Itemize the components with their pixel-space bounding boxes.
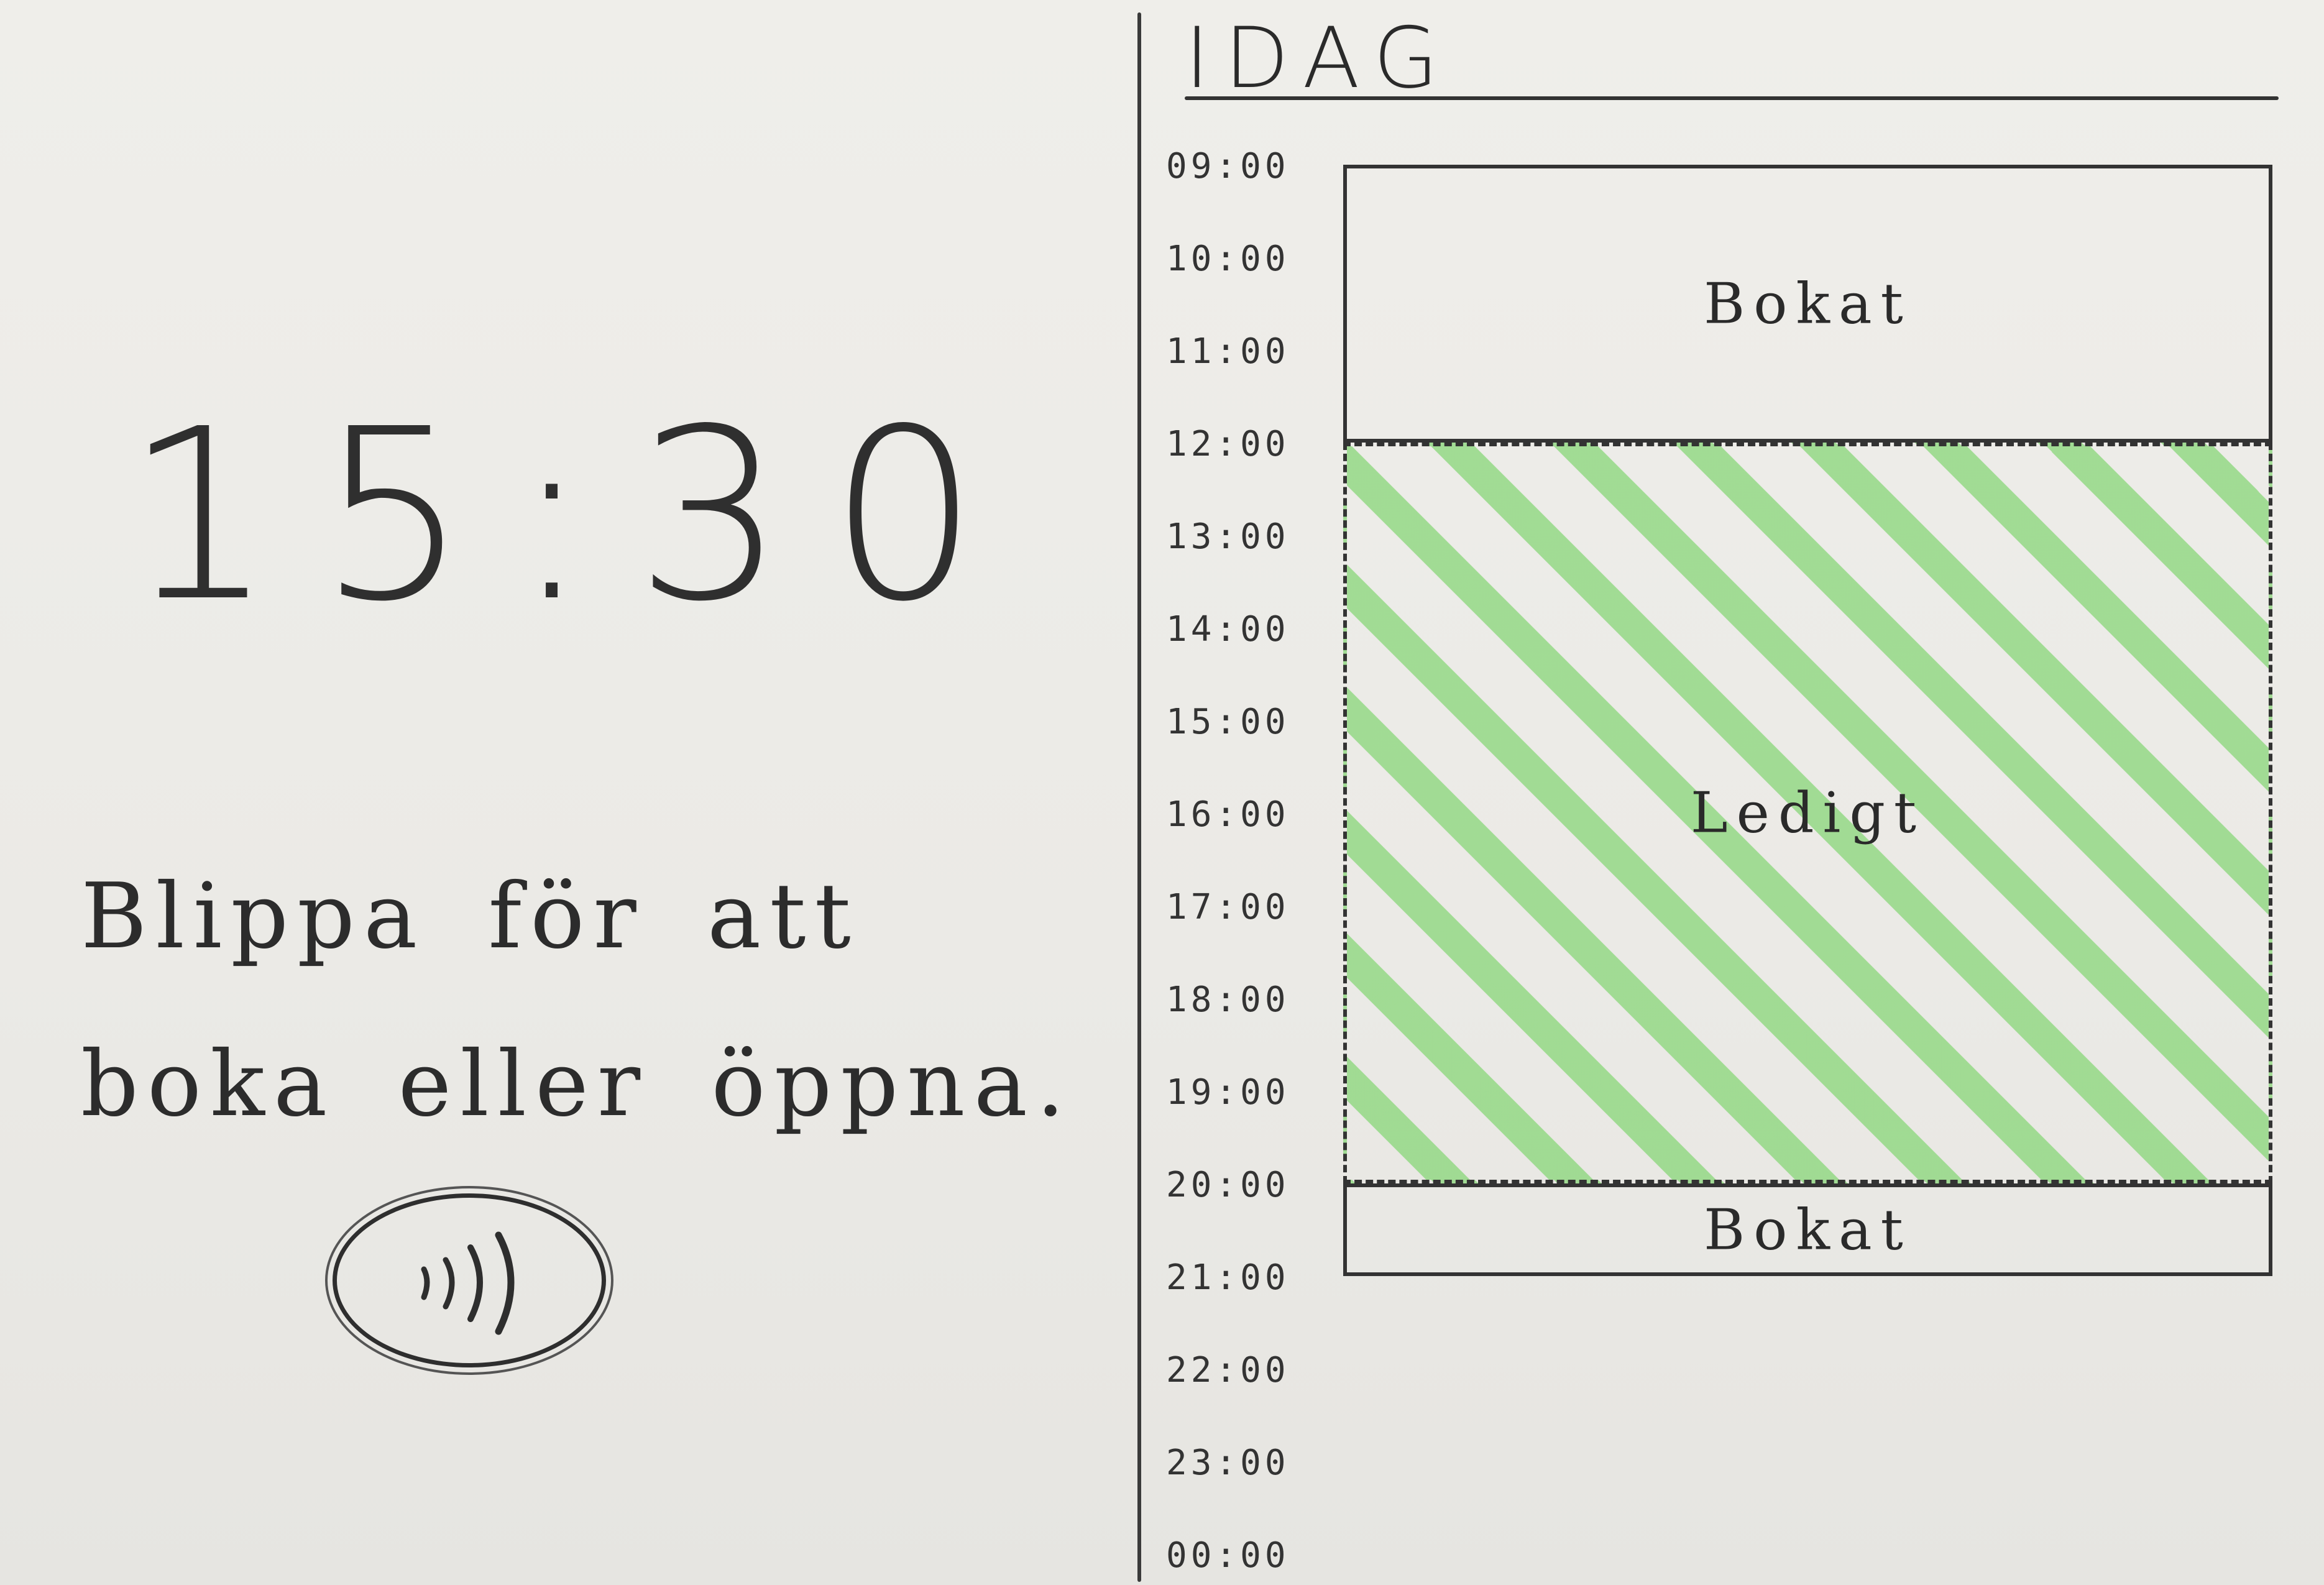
- schedule-panel: IDAG 09:00 10:00 11:00 12:00 13:00 14:00 15:00…: [1141, 0, 2324, 1585]
- time-label: 22:00: [1166, 1350, 1290, 1390]
- slot-label: Bokat: [1704, 1197, 1912, 1262]
- time-label: 17:00: [1166, 887, 1290, 927]
- time-label: 15:00: [1166, 702, 1290, 742]
- time-label: 23:00: [1166, 1443, 1290, 1483]
- time-label: 18:00: [1166, 980, 1290, 1020]
- slot-free[interactable]: Ledigt: [1343, 443, 2272, 1183]
- slot-booked[interactable]: Bokat: [1343, 1183, 2272, 1276]
- panel-divider: [1137, 12, 1141, 1582]
- left-panel: 15:30 Blippa för att boka eller öppna.: [0, 0, 1137, 1585]
- slot-label: Bokat: [1704, 271, 1912, 336]
- time-label: 13:00: [1166, 517, 1290, 557]
- nfc-tap-button[interactable]: [325, 1186, 613, 1375]
- time-label: 10:00: [1166, 239, 1290, 279]
- time-label: 21:00: [1166, 1257, 1290, 1298]
- time-label: 14:00: [1166, 609, 1290, 650]
- time-label: 16:00: [1166, 794, 1290, 835]
- nfc-icon: [421, 1231, 515, 1335]
- current-time: 15:30: [124, 378, 1023, 653]
- tap-instruction: Blippa för att boka eller öppna.: [81, 833, 1106, 1169]
- time-label: 19:00: [1166, 1072, 1290, 1113]
- slot-label: Ledigt: [1690, 780, 1926, 846]
- time-label: 12:00: [1166, 424, 1290, 464]
- time-label: 09:00: [1166, 146, 1290, 186]
- slot-booked[interactable]: Bokat: [1343, 165, 2272, 443]
- time-label: 20:00: [1166, 1165, 1290, 1205]
- instruction-line-2: boka eller öppna.: [81, 1032, 1074, 1137]
- time-label: 11:00: [1166, 331, 1290, 372]
- time-label: 00:00: [1166, 1535, 1290, 1576]
- title-underline: [1185, 96, 2279, 100]
- day-title: IDAG: [1185, 9, 1453, 107]
- instruction-line-1: Blippa för att: [81, 864, 860, 969]
